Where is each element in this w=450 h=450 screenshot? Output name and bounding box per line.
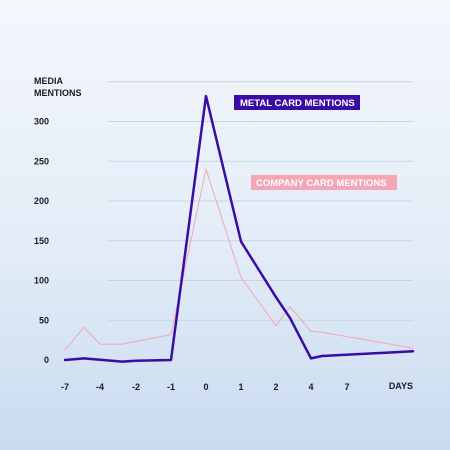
series-line-company — [64, 168, 414, 351]
legend-company-swatch — [251, 175, 397, 190]
x-tick-label: -7 — [61, 382, 69, 392]
legend-company: COMPANY CARD MENTIONS — [251, 175, 397, 190]
legend-metal-label: METAL CARD MENTIONS — [240, 98, 355, 109]
x-tick-labels: -7 -4 -2 -1 0 1 2 4 7 — [61, 382, 350, 392]
x-tick-label: -4 — [96, 382, 104, 392]
y-axis-title-line-1: MEDIA — [34, 76, 64, 86]
x-axis-title: DAYS — [389, 381, 413, 391]
x-tick-label: 4 — [308, 382, 313, 392]
y-axis-title-line-2: MENTIONS — [34, 88, 82, 98]
y-tick-label: 100 — [34, 276, 49, 286]
legend-company-label: COMPANY CARD MENTIONS — [256, 178, 387, 189]
x-tick-label: 0 — [203, 382, 208, 392]
y-tick-labels: 0 50 100 150 200 250 300 — [34, 117, 49, 366]
legend-metal-swatch — [234, 95, 360, 110]
y-tick-label: 250 — [34, 156, 49, 166]
x-tick-label: 2 — [273, 382, 278, 392]
x-tick-label: 7 — [344, 382, 349, 392]
y-tick-label: 50 — [39, 315, 49, 325]
series-line-metal — [63, 94, 415, 363]
y-tick-label: 150 — [34, 236, 49, 246]
legend-metal: METAL CARD MENTIONS — [234, 95, 360, 110]
x-tick-label: -1 — [167, 382, 175, 392]
x-tick-label: -2 — [132, 382, 140, 392]
series-lines — [63, 94, 415, 363]
grid-lines — [108, 81, 413, 321]
x-tick-label: 1 — [238, 382, 243, 392]
y-tick-label: 300 — [34, 117, 49, 127]
y-tick-label: 200 — [34, 196, 49, 206]
y-tick-label: 0 — [44, 355, 49, 365]
